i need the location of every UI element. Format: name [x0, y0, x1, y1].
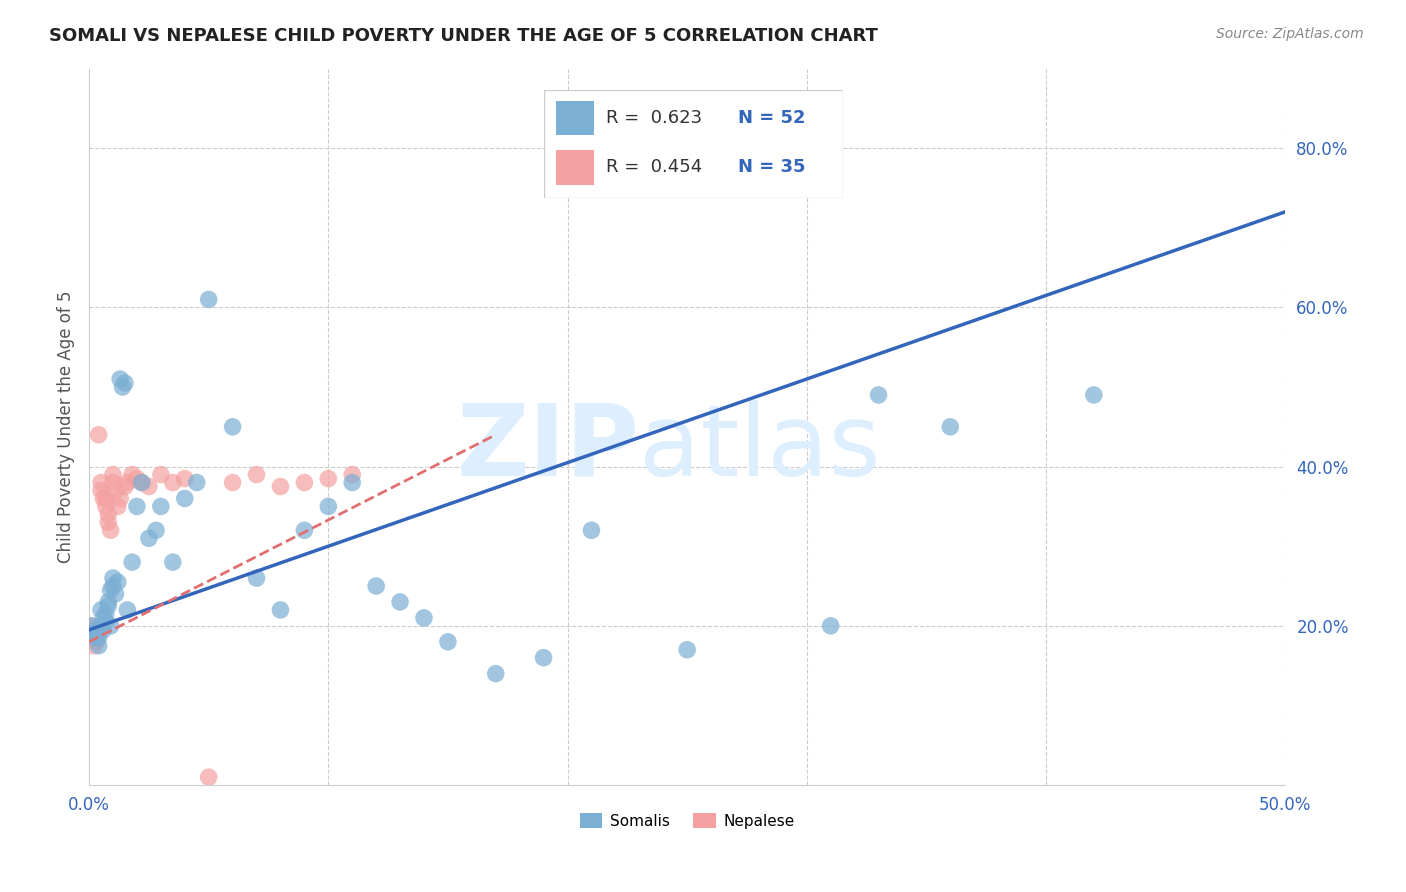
Point [83, 639, 105, 653]
Point [90, 619, 112, 633]
Point [90, 483, 112, 498]
Point [100, 619, 122, 633]
Point [84, 623, 107, 637]
Point [94, 607, 117, 621]
Point [84, 634, 107, 648]
Point [97, 508, 120, 522]
Point [94, 615, 117, 629]
Point [173, 491, 195, 506]
Point [269, 479, 291, 493]
Point [83, 627, 105, 641]
Point [292, 524, 315, 538]
Point [80, 619, 103, 633]
Point [197, 770, 219, 784]
Point [125, 472, 148, 486]
Point [101, 475, 124, 490]
Point [94, 500, 117, 514]
Point [100, 524, 122, 538]
Text: atlas: atlas [640, 400, 882, 497]
Point [162, 475, 184, 490]
Point [939, 419, 962, 434]
Point [87, 639, 110, 653]
Point [342, 475, 364, 490]
Point [820, 619, 842, 633]
Point [131, 475, 153, 490]
Point [104, 587, 127, 601]
Point [138, 479, 160, 493]
Point [83, 631, 105, 645]
Point [868, 388, 890, 402]
Point [97, 516, 120, 530]
Point [111, 380, 134, 394]
Point [186, 475, 208, 490]
Point [245, 571, 267, 585]
Point [581, 524, 603, 538]
Point [676, 642, 699, 657]
Point [316, 472, 339, 486]
Point [221, 419, 243, 434]
Point [437, 634, 460, 648]
Point [117, 603, 139, 617]
Point [173, 472, 195, 486]
Point [104, 483, 127, 498]
Point [121, 555, 143, 569]
Point [389, 595, 412, 609]
Point [149, 500, 172, 514]
Point [533, 650, 555, 665]
Point [114, 479, 136, 493]
Point [145, 524, 167, 538]
Point [100, 582, 122, 597]
Point [90, 603, 112, 617]
Point [221, 475, 243, 490]
Point [197, 293, 219, 307]
Point [101, 579, 124, 593]
Point [125, 500, 148, 514]
Text: ZIP: ZIP [457, 400, 640, 497]
Point [101, 571, 124, 585]
Point [121, 467, 143, 482]
Text: Source: ZipAtlas.com: Source: ZipAtlas.com [1216, 27, 1364, 41]
Point [1083, 388, 1105, 402]
Point [114, 376, 136, 390]
Point [413, 611, 436, 625]
Point [107, 575, 129, 590]
Point [269, 603, 291, 617]
Point [316, 500, 339, 514]
Point [97, 595, 120, 609]
Legend: Somalis, Nepalese: Somalis, Nepalese [574, 806, 801, 835]
Point [131, 475, 153, 490]
Point [245, 467, 267, 482]
Point [138, 531, 160, 545]
Point [84, 631, 107, 645]
Point [93, 611, 115, 625]
Text: SOMALI VS NEPALESE CHILD POVERTY UNDER THE AGE OF 5 CORRELATION CHART: SOMALI VS NEPALESE CHILD POVERTY UNDER T… [49, 27, 879, 45]
Point [101, 467, 124, 482]
Point [342, 467, 364, 482]
Point [87, 631, 110, 645]
Point [292, 475, 315, 490]
Point [93, 491, 115, 506]
Point [94, 491, 117, 506]
Point [97, 599, 120, 613]
Point [84, 623, 107, 637]
Point [485, 666, 508, 681]
Point [108, 491, 131, 506]
Point [90, 475, 112, 490]
Point [117, 475, 139, 490]
Point [108, 372, 131, 386]
Point [149, 467, 172, 482]
Point [93, 623, 115, 637]
Point [366, 579, 388, 593]
Y-axis label: Child Poverty Under the Age of 5: Child Poverty Under the Age of 5 [58, 291, 75, 563]
Point [107, 500, 129, 514]
Point [80, 619, 103, 633]
Point [87, 427, 110, 442]
Point [162, 555, 184, 569]
